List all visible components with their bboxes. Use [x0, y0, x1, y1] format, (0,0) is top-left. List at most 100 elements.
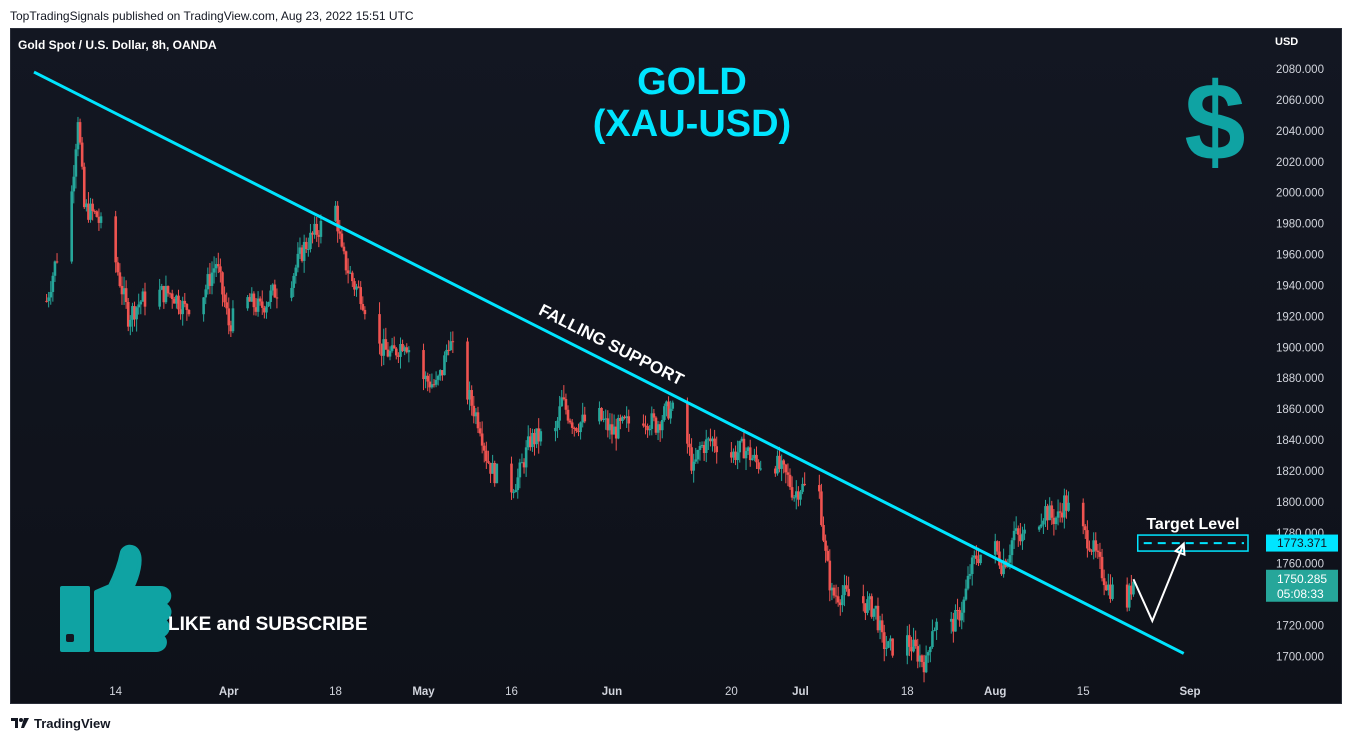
candle-body [644, 425, 647, 427]
y-tick-label: 2020.000 [1276, 157, 1324, 169]
candle-body [126, 301, 130, 327]
candle-body [252, 293, 256, 308]
candle-body [216, 264, 220, 267]
candle-body [975, 555, 978, 559]
candle-body [49, 291, 53, 298]
falling-support-trendline[interactable] [33, 70, 1185, 655]
candle-body [76, 122, 80, 150]
candle-body [604, 418, 608, 420]
candle-body [87, 203, 90, 220]
candle-body [434, 379, 438, 385]
candle-body [570, 422, 574, 428]
candle-body [302, 241, 306, 261]
candle-body [173, 299, 176, 304]
candle-body [656, 424, 660, 433]
candle-body [918, 655, 922, 662]
candle-body [531, 432, 534, 448]
candle-body [1132, 581, 1135, 595]
y-tick-label: 1840.000 [1276, 435, 1324, 447]
candle-body [394, 348, 398, 356]
candle-body [922, 662, 926, 673]
candle-body [558, 406, 561, 421]
y-tick-label: 1900.000 [1276, 342, 1324, 354]
candle-body [826, 550, 830, 561]
candle-body [401, 344, 404, 352]
candle-body [575, 428, 578, 431]
candle-body [908, 635, 911, 647]
y-tick-label: 2040.000 [1276, 126, 1324, 138]
candle-body [786, 472, 790, 475]
candle-body [443, 355, 446, 376]
candle-body [267, 301, 270, 307]
x-tick-label: Jun [602, 686, 622, 698]
candle-body [47, 297, 50, 302]
candle-body [952, 618, 955, 632]
candle-body [386, 349, 390, 357]
candle-body [219, 266, 222, 273]
candle-body [667, 401, 670, 419]
candle-body [311, 232, 314, 235]
candle-body [960, 612, 964, 621]
y-tick-label: 1960.000 [1276, 250, 1324, 262]
candle-body [916, 646, 920, 662]
candle-body [621, 416, 624, 421]
candle-body [124, 288, 128, 302]
currency-label: USD [1275, 36, 1298, 48]
candle-body [832, 587, 836, 596]
candle-body [614, 426, 618, 439]
candle-body [179, 309, 182, 315]
candle-body [933, 630, 936, 632]
candle-body [85, 203, 88, 208]
x-tick-label: 15 [1077, 686, 1090, 698]
candle-body [72, 176, 76, 192]
candle-body [996, 541, 999, 552]
thumbs-up-icon [60, 544, 172, 652]
candle-body [878, 620, 882, 631]
candle-body [993, 541, 997, 555]
candle-body [926, 652, 930, 656]
candle-body [776, 455, 779, 474]
candle-body [554, 427, 557, 432]
candle-body [524, 447, 528, 468]
candle-body [700, 444, 704, 447]
candle-body [510, 463, 513, 493]
candle-body [711, 438, 714, 442]
candle-body [566, 409, 570, 421]
candle-body [116, 262, 120, 273]
candle-body [430, 384, 434, 388]
candle-body [794, 491, 798, 498]
candle-body [734, 451, 737, 461]
candle-body [665, 401, 668, 407]
candle-body [129, 319, 132, 327]
candle-body [648, 428, 651, 431]
candle-body [95, 211, 99, 217]
candle-body [1092, 540, 1095, 552]
candle-body [1090, 550, 1093, 552]
candle-body [560, 397, 564, 407]
chart-canvas[interactable]: 2080.000 2060.000 2040.000 2020.000 2000.000… [10, 28, 1342, 704]
candle-body [254, 307, 258, 312]
candle-body [353, 281, 356, 290]
candle-body [1023, 529, 1026, 534]
candle-body [476, 412, 480, 429]
candle-body [338, 231, 342, 234]
candle-body [1037, 526, 1041, 530]
candle-body [564, 399, 568, 410]
candle-body [1065, 495, 1068, 511]
candle-body [1012, 530, 1016, 541]
candle-body [654, 417, 658, 433]
candle-body [51, 275, 55, 292]
candle-body [889, 638, 892, 642]
candle-body [91, 203, 94, 212]
y-tick-label: 1820.000 [1276, 466, 1324, 478]
candle-body [143, 291, 147, 307]
candle-body [581, 414, 584, 423]
target-level-box[interactable] [1136, 534, 1249, 552]
candle-body [428, 381, 432, 388]
candle-body [608, 424, 612, 431]
candle-body [384, 339, 388, 350]
candle-body [120, 285, 124, 295]
candle-body [309, 232, 312, 250]
candle-body [949, 618, 953, 622]
candle-body [363, 309, 367, 315]
